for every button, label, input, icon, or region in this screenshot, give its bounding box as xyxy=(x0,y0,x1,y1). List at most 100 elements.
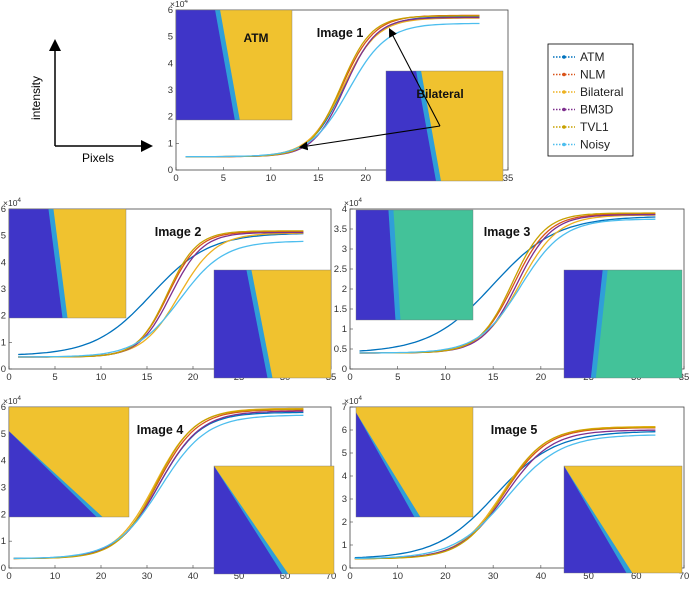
y-tick-label: 0 xyxy=(342,563,347,574)
y-tick-label: 3 xyxy=(168,85,173,96)
inset-image-p4-0 xyxy=(8,406,130,518)
x-tick-label: 5 xyxy=(52,372,57,383)
legend-label-tvl1: TVL1 xyxy=(580,120,609,134)
inset-dark-region xyxy=(176,10,235,120)
series-line-atm xyxy=(359,216,656,352)
y-tick-label: 0.5 xyxy=(334,344,347,355)
x-tick-label: 20 xyxy=(360,173,371,184)
inset-border xyxy=(385,70,504,182)
inset-image-p3-0 xyxy=(355,209,474,321)
inset-image-p5-0 xyxy=(355,406,474,518)
y-tick-label: 0 xyxy=(1,364,6,375)
inset-dark-region xyxy=(9,209,63,318)
x-tick-label: 0 xyxy=(347,372,352,383)
x-tick-label: 20 xyxy=(188,372,199,383)
inset-border xyxy=(175,9,293,121)
y-tick-label: 1 xyxy=(168,138,173,149)
inset-label-atm: ATM xyxy=(243,31,268,45)
legend-label-nlm: NLM xyxy=(580,68,605,82)
y-exponent-label: ×104 xyxy=(3,197,21,208)
y-exponent-label: ×104 xyxy=(3,395,21,406)
inset-dark-region xyxy=(214,466,283,574)
x-tick-label: 50 xyxy=(234,571,245,582)
legend-label-noisy: Noisy xyxy=(580,138,610,152)
series-line-tvl1 xyxy=(354,426,656,560)
legend-marker-nlm xyxy=(562,72,566,77)
legend-marker-bilateral xyxy=(562,90,566,94)
inset-dark-region xyxy=(564,270,603,378)
x-tick-label: 60 xyxy=(631,571,642,582)
legend-entry-nlm: NLM xyxy=(553,68,605,82)
legend-marker-bm3d xyxy=(562,107,566,112)
y-tick-label: 1 xyxy=(342,324,347,335)
x-tick-label: 10 xyxy=(50,571,61,582)
y-tick-label: 0 xyxy=(168,165,173,176)
sketch-xlabel: Pixels xyxy=(82,151,114,165)
x-tick-label: 20 xyxy=(536,372,547,383)
x-tick-label: 0 xyxy=(347,571,352,582)
y-tick-label: 4 xyxy=(1,257,6,268)
inset-border xyxy=(8,406,130,518)
y-tick-label: 5 xyxy=(1,429,6,440)
x-tick-label: 20 xyxy=(96,571,107,582)
panel-title: Image 5 xyxy=(491,423,538,437)
legend-marker-atm xyxy=(562,55,566,59)
panel-title: Image 1 xyxy=(317,26,364,40)
y-exponent-label: ×104 xyxy=(344,395,362,406)
y-exponent-label: ×104 xyxy=(344,197,362,208)
x-tick-label: 70 xyxy=(326,571,337,582)
x-tick-label: 60 xyxy=(280,571,291,582)
y-tick-label: 0 xyxy=(1,563,6,574)
x-tick-label: 10 xyxy=(392,571,403,582)
legend-marker-noisy xyxy=(562,142,566,147)
x-tick-label: 35 xyxy=(503,173,514,184)
y-tick-label: 6 xyxy=(1,204,6,215)
series-line-noisy xyxy=(354,434,656,560)
x-tick-label: 40 xyxy=(188,571,199,582)
x-tick-label: 15 xyxy=(313,173,324,184)
y-tick-label: 6 xyxy=(342,425,347,436)
inset-image-p4-1 xyxy=(213,465,335,575)
x-tick-label: 50 xyxy=(583,571,594,582)
x-tick-label: 10 xyxy=(266,173,277,184)
x-tick-label: 40 xyxy=(536,571,547,582)
inset-image-p1-1: Bilateral xyxy=(385,70,504,182)
y-tick-label: 6 xyxy=(1,402,6,413)
legend-entry-bm3d: BM3D xyxy=(553,103,614,117)
inset-image-p2-0 xyxy=(8,208,127,319)
panel-title: Image 3 xyxy=(484,225,531,239)
y-tick-label: 5 xyxy=(342,448,347,459)
sketch-ylabel: intensity xyxy=(29,76,43,120)
inset-border xyxy=(355,406,474,518)
y-tick-label: 3 xyxy=(342,494,347,505)
x-tick-label: 10 xyxy=(96,372,107,383)
panel-title: Image 2 xyxy=(155,225,202,239)
x-tick-label: 5 xyxy=(395,372,400,383)
inset-border xyxy=(563,269,683,379)
inset-dark-region xyxy=(386,71,436,181)
y-tick-label: 1 xyxy=(1,337,6,348)
series-line-tvl1 xyxy=(13,408,304,560)
inset-border xyxy=(8,208,127,319)
panel-image-1: 051015202530350123456×104ATMBilateralIma… xyxy=(168,0,514,184)
inset-dark-region xyxy=(356,210,396,320)
y-tick-label: 4 xyxy=(168,58,173,69)
legend: ATM NLM Bilateral BM3D TVL1 Noisy xyxy=(547,43,634,157)
y-tick-label: 1.5 xyxy=(334,304,347,315)
inset-dark-region xyxy=(564,466,627,573)
y-tick-label: 1 xyxy=(342,540,347,551)
y-tick-label: 5 xyxy=(168,32,173,43)
x-tick-label: 35 xyxy=(679,372,690,383)
inset-border xyxy=(213,269,332,379)
y-tick-label: 0 xyxy=(342,364,347,375)
series-line-noisy xyxy=(18,240,304,358)
legend-box xyxy=(547,43,634,157)
inset-dark-region xyxy=(214,270,268,378)
panel-image-5: 0 10 20 30 40 50 60 70 0 1 2 3 4 5 6 7×104 Image 5 xyxy=(342,395,690,582)
y-tick-label: 2 xyxy=(1,509,6,520)
panel-image-3: 0510152025303500.511.522.533.54×104Image… xyxy=(334,197,690,383)
legend-entry-atm: ATM xyxy=(553,50,604,64)
legend-label-bilateral: Bilateral xyxy=(580,85,623,99)
